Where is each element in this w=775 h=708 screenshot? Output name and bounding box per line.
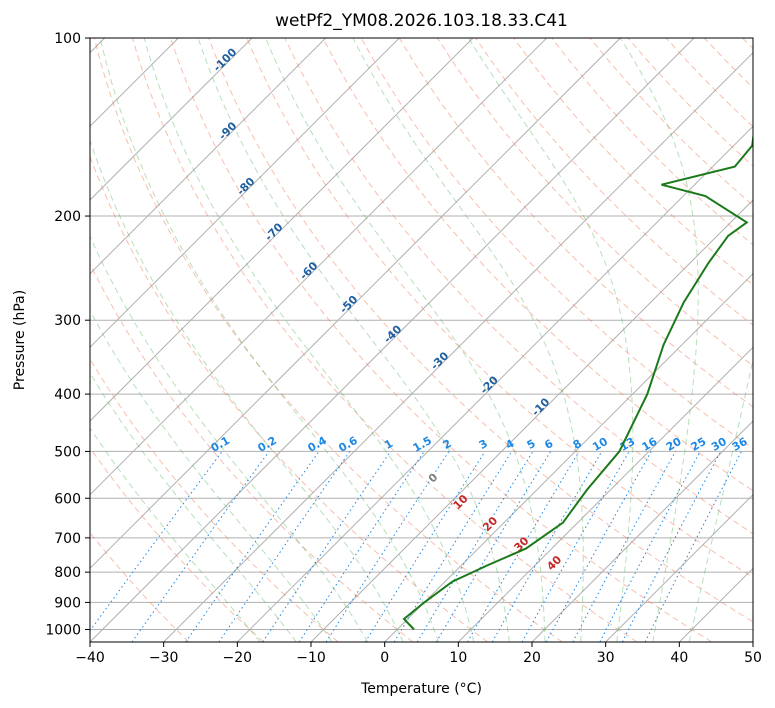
x-tick-label: 0	[380, 650, 389, 666]
y-tick-label: 600	[54, 491, 81, 507]
mixing-ratio-line	[325, 451, 450, 642]
moist-adiabat-line	[90, 309, 333, 642]
plot-frame	[89, 37, 754, 643]
moist-adiabat-line	[468, 38, 634, 642]
mixing-ratio-line	[364, 451, 486, 642]
mixing-ratio-line	[393, 451, 513, 642]
moist-adiabat-line	[619, 38, 699, 642]
mixing-ratio-line	[416, 451, 534, 642]
dry-adiabat-line	[131, 38, 638, 642]
dry-adiabat-line	[90, 262, 414, 642]
dry-adiabat-line	[93, 38, 563, 642]
x-tick-label: −10	[296, 650, 326, 666]
mixing-ratio-line	[262, 451, 391, 642]
plot-area: 0.1 0.2 0.4 0.6 1 1.5 2 3 4 5 6 8 10 13 16 20 25 30 36-100…	[90, 38, 753, 642]
mixing-ratio-line	[298, 451, 425, 642]
moist-adiabat-line	[90, 427, 261, 642]
x-tick-label: −40	[75, 650, 105, 666]
y-tick-label: 900	[54, 595, 81, 611]
x-tick-label: −30	[149, 650, 179, 666]
y-tick-label: 300	[54, 313, 81, 329]
moist-adiabat-line	[143, 38, 475, 642]
isotherm-line	[531, 420, 753, 642]
isotherm-line	[605, 493, 753, 642]
moist-adiabat-line	[265, 38, 546, 642]
axes: −40 −30 −20 −10 0 10 20 30 40 50 1000 900 800 700 600 5…	[45, 31, 762, 666]
y-tick-label: 800	[54, 565, 81, 581]
x-tick-label: 40	[670, 650, 688, 666]
mixing-ratio-line	[545, 451, 652, 642]
y-axis-label: Pressure (hPa)	[12, 290, 28, 390]
moist-adiabat-line	[90, 372, 297, 642]
dry-adiabat-line	[246, 38, 753, 578]
isotherm-line	[90, 38, 621, 570]
x-tick-label: 50	[744, 650, 762, 666]
isotherm-line	[90, 38, 253, 201]
x-tick-label: 30	[597, 650, 615, 666]
y-tick-label: 100	[54, 31, 81, 47]
isotherm-line	[236, 125, 753, 642]
isotherm-line	[90, 38, 548, 496]
mixing-ratio-line	[131, 451, 270, 642]
moist-adiabat-line	[90, 235, 369, 642]
dry-adiabat-line	[284, 38, 753, 535]
dry-adiabat-line	[90, 446, 264, 642]
x-tick-label: 10	[449, 650, 467, 666]
y-tick-label: 500	[54, 444, 81, 460]
isotherm-line	[90, 38, 400, 349]
isotherm-line	[384, 272, 753, 642]
chart-title: wetPf2_YM08.2026.103.18.33.C41	[275, 11, 568, 31]
dry-adiabat-line	[475, 38, 753, 326]
isotherm-line	[90, 38, 327, 275]
dry-adiabat-line	[208, 38, 753, 623]
y-tick-label: 1000	[45, 622, 81, 638]
isotherm-line	[90, 38, 474, 422]
mixing-ratio-line	[435, 451, 552, 642]
isotherm-line	[163, 51, 753, 642]
x-tick-label: −20	[223, 650, 253, 666]
moist-adiabat-line	[90, 139, 404, 642]
mixing-ratio-line	[644, 451, 742, 642]
mixing-ratio-line	[218, 451, 351, 642]
isotherm-line	[457, 346, 753, 642]
moist-adiabat-line	[99, 38, 439, 642]
dry-adiabat-line	[170, 38, 712, 642]
isotherm-line	[90, 38, 695, 642]
y-tick-label: 400	[54, 387, 81, 403]
moist-adiabat-line	[197, 38, 510, 642]
x-tick-label: 20	[523, 650, 541, 666]
mixing-ratio-line	[572, 451, 676, 642]
dewpoint-profile	[402, 131, 753, 631]
mixing-ratio-line	[185, 451, 320, 642]
mixing-ratio-lines	[90, 451, 742, 642]
mixing-ratio-line	[467, 451, 580, 642]
dry-adiabat-line	[513, 38, 753, 286]
dry-adiabat-line	[322, 38, 753, 492]
moist-adiabat-line	[688, 356, 753, 642]
x-axis-label: Temperature (°C)	[360, 681, 482, 697]
moist-adiabats	[90, 38, 753, 642]
y-tick-label: 700	[54, 531, 81, 547]
y-tick-label: 200	[54, 209, 81, 225]
moist-adiabat-line	[352, 38, 584, 642]
